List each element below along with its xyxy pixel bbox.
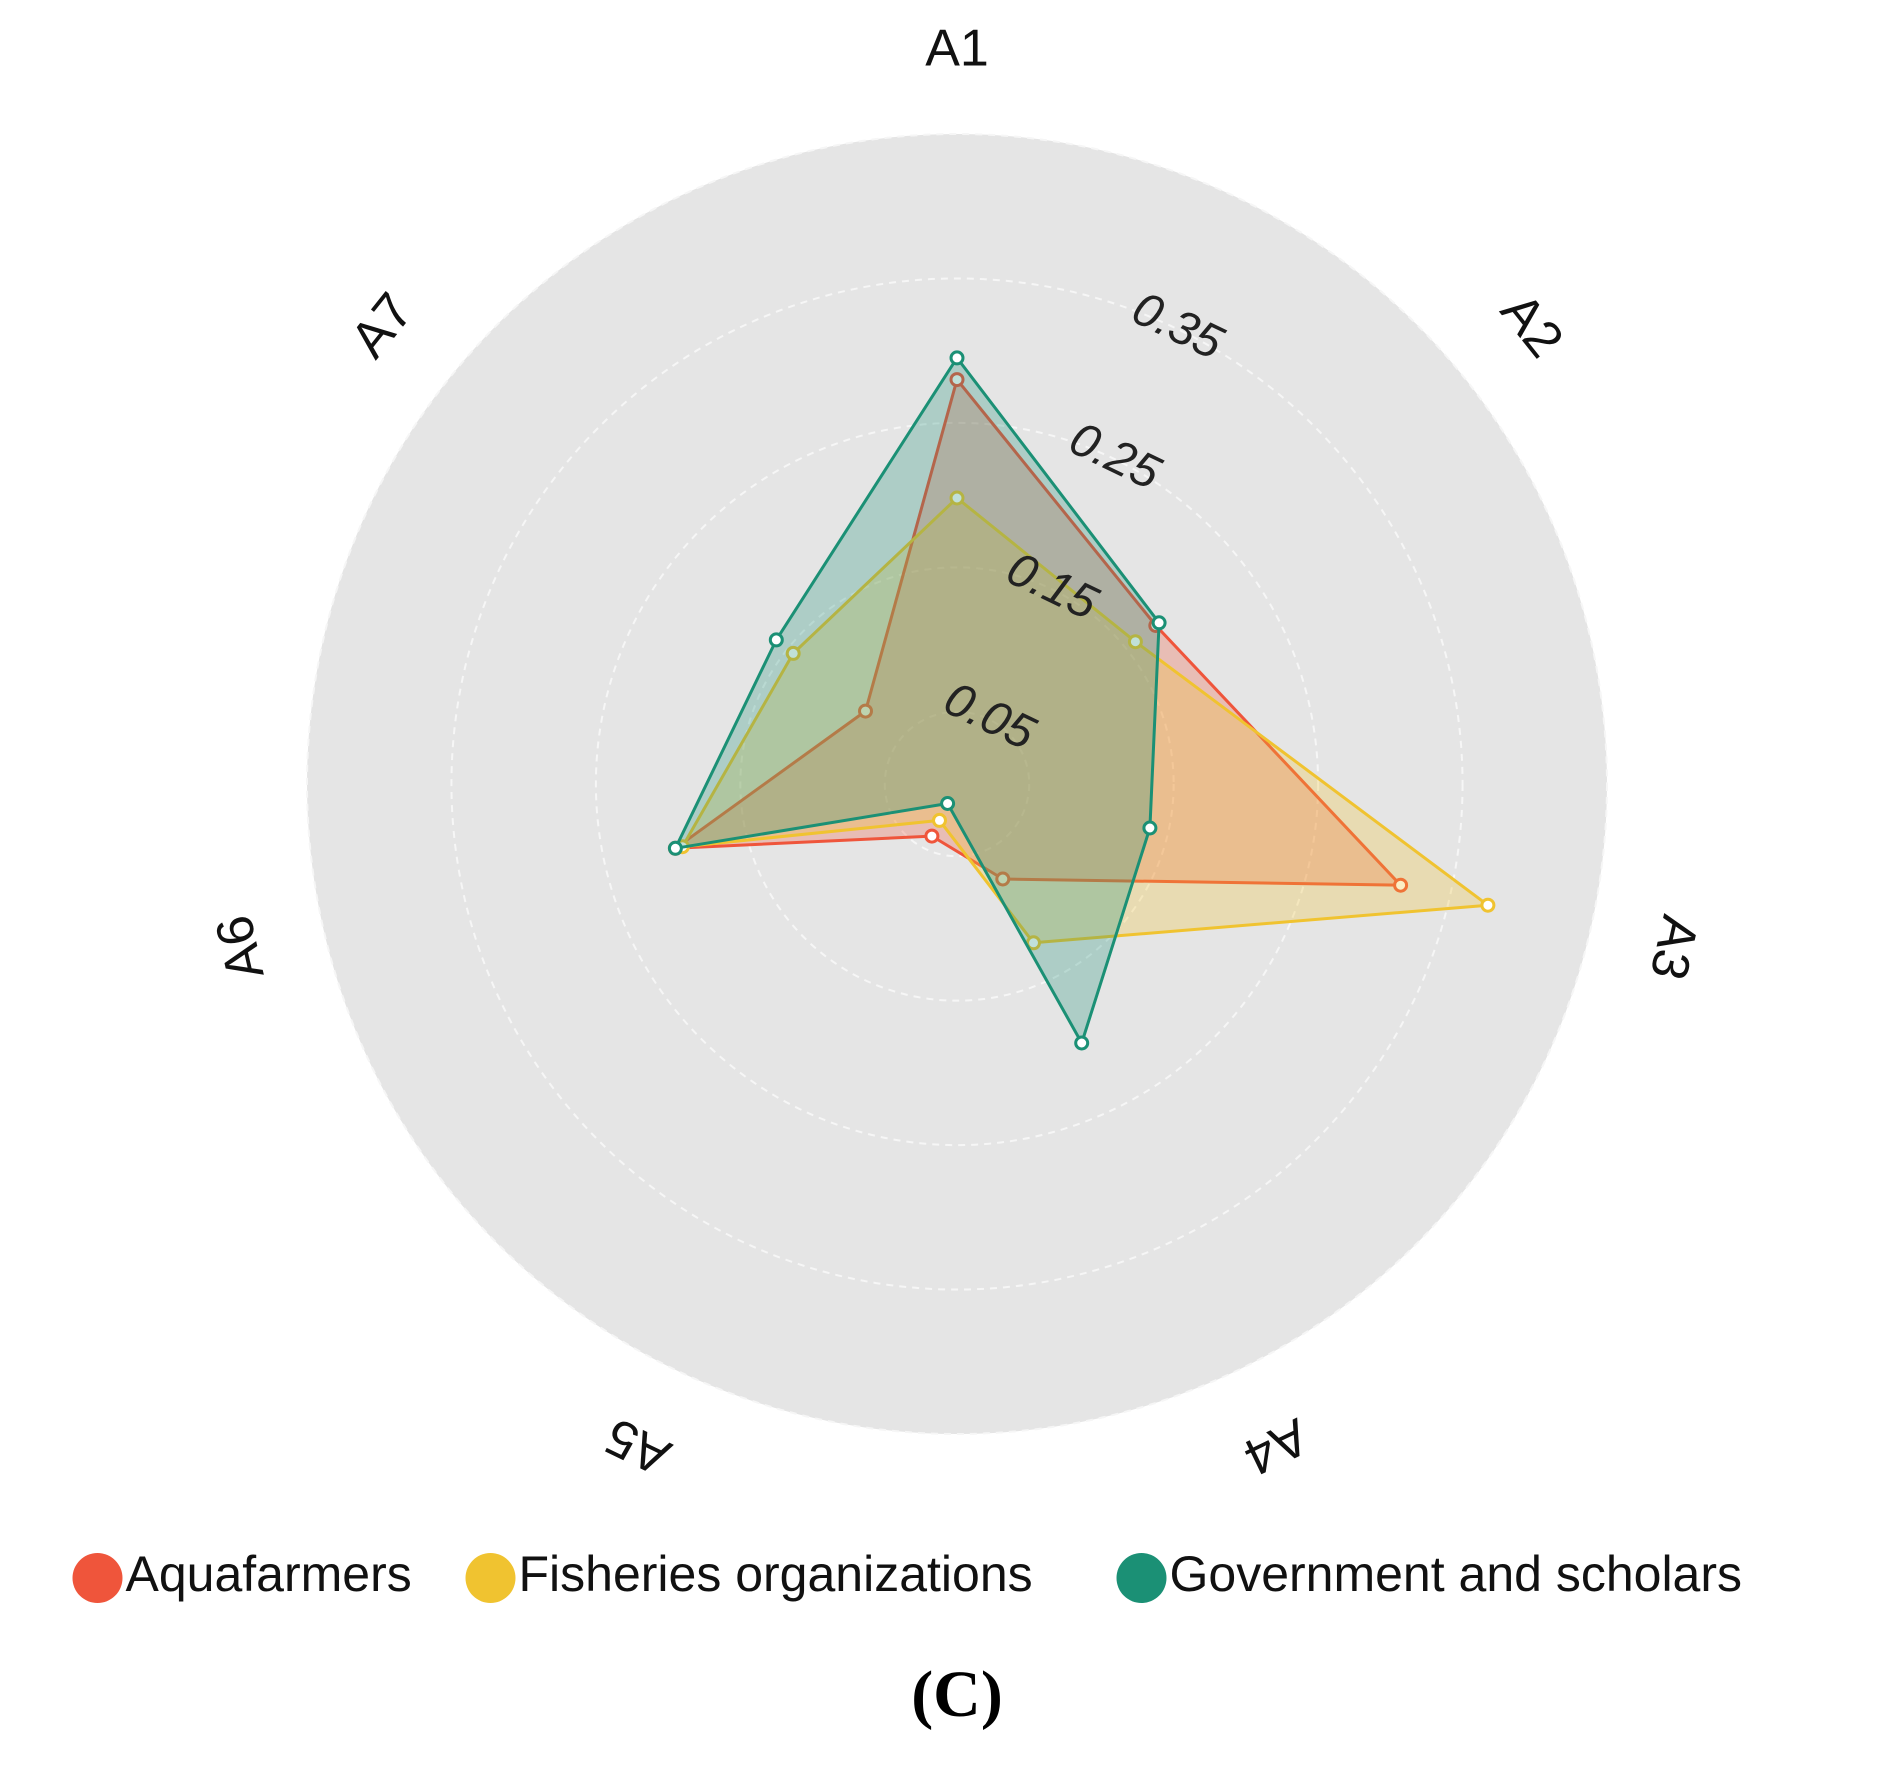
legend: Aquafarmers Fisheries organizations Govern… (72, 1546, 1743, 1603)
grid-ring-1 (883, 710, 1031, 858)
plot-background (307, 134, 1607, 1434)
legend-label-3: Government and scholars (1170, 1546, 1743, 1602)
data-point-3-A5 (940, 796, 956, 811)
data-point-3-A1 (949, 350, 965, 366)
axis-label-A1: A1 (925, 20, 989, 78)
data-point-2-A1 (949, 490, 965, 506)
data-point-1-A1 (949, 372, 965, 388)
series-group (667, 350, 1496, 1051)
data-point-1-A4 (995, 871, 1011, 887)
legend-swatch-1 (72, 1553, 123, 1603)
series-2 (674, 490, 1496, 951)
data-point-1-A5 (924, 828, 940, 844)
radial-grid (306, 133, 1608, 1435)
plot-disk (307, 134, 1607, 1434)
series-3 (667, 350, 1167, 1051)
data-point-1-A3 (1393, 877, 1409, 893)
data-point-3-A7 (768, 632, 784, 648)
grid-ring-2 (739, 566, 1175, 1002)
legend-swatch-2 (465, 1553, 516, 1603)
legend-item-2: Fisheries organizations (465, 1546, 1033, 1603)
data-point-3-A6 (667, 840, 683, 856)
data-point-2-A7 (785, 645, 801, 661)
data-point-2-A2 (1127, 634, 1143, 650)
data-point-2-A5 (932, 812, 947, 828)
panel-label: (C) (911, 1658, 1003, 1731)
legend-label-2: Fisheries organizations (519, 1546, 1033, 1602)
grid-ring-3 (594, 421, 1320, 1147)
data-point-3-A3 (1142, 820, 1158, 836)
axis-label-A2: A2 (1489, 283, 1574, 369)
data-point-1-A7 (858, 703, 873, 719)
legend-label-1: Aquafarmers (126, 1546, 412, 1602)
legend-swatch-3 (1116, 1553, 1167, 1603)
grid-ring-5 (306, 133, 1608, 1435)
series-area-3 (673, 356, 1161, 1045)
data-point-3-A4 (1074, 1035, 1090, 1051)
axis-label-A5: A5 (597, 1407, 679, 1487)
data-point-3-A2 (1151, 615, 1167, 631)
axis-label-A3: A3 (1638, 910, 1709, 985)
axis-label-A6: A6 (205, 910, 276, 985)
legend-item-3: Government and scholars (1116, 1546, 1743, 1603)
grid-ring-4 (450, 277, 1464, 1291)
axis-label-A4: A4 (1235, 1407, 1317, 1487)
data-point-2-A3 (1480, 897, 1496, 913)
legend-item-1: Aquafarmers (72, 1546, 412, 1603)
series-area-2 (680, 496, 1490, 945)
axis-label-A7: A7 (340, 283, 425, 369)
data-point-2-A4 (1026, 935, 1041, 951)
